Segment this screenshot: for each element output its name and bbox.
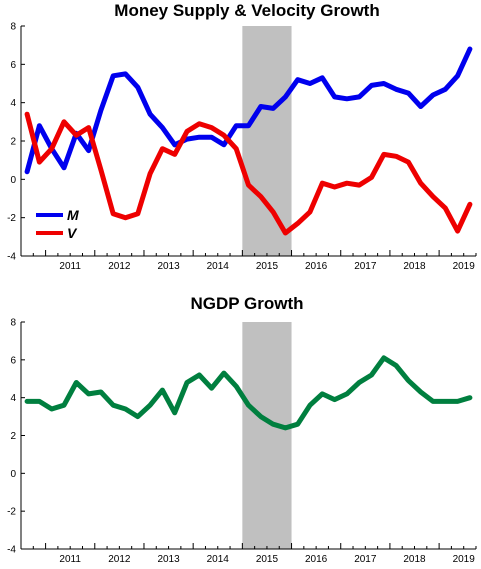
x-tick-label: 2018 bbox=[403, 261, 426, 272]
x-tick-label: 2012 bbox=[108, 261, 131, 272]
x-tick-label: 2016 bbox=[305, 261, 328, 272]
x-tick-label: 2013 bbox=[157, 554, 180, 565]
y-tick-label: 8 bbox=[10, 22, 16, 33]
shaded-region bbox=[242, 322, 292, 549]
x-tick-label: 2011 bbox=[59, 261, 81, 272]
chart-top: Money Supply & Velocity Growth -4 -2 0 2 4 6 8… bbox=[7, 1, 477, 272]
series-line-ngdp bbox=[24, 355, 473, 431]
shaded-region bbox=[242, 26, 292, 256]
y-tick-label: 6 bbox=[10, 355, 16, 366]
series-line-m bbox=[24, 46, 473, 175]
y-tick-label: 4 bbox=[10, 393, 16, 404]
x-tick-label: 2017 bbox=[354, 261, 377, 272]
y-tick-label: 6 bbox=[10, 60, 16, 71]
y-tick-label: -4 bbox=[7, 252, 16, 263]
x-tick-label: 2015 bbox=[256, 554, 279, 565]
x-tick-label: 2019 bbox=[453, 554, 476, 565]
y-tick-label: 2 bbox=[10, 431, 16, 442]
legend-label: M bbox=[67, 207, 79, 223]
chart-bottom: NGDP Growth -4 -2 0 2 4 6 8 2011 2012 2013 2014 201… bbox=[7, 294, 477, 565]
x-tick-label: 2015 bbox=[256, 261, 279, 272]
x-tick-label: 2016 bbox=[305, 554, 328, 565]
chart-title: Money Supply & Velocity Growth bbox=[114, 1, 379, 20]
y-tick-label: -4 bbox=[7, 545, 16, 556]
legend: MV bbox=[36, 207, 79, 241]
x-tick-label: 2013 bbox=[157, 261, 180, 272]
x-tick-label: 2017 bbox=[354, 554, 377, 565]
y-tick-label: 0 bbox=[10, 469, 16, 480]
chart-title: NGDP Growth bbox=[190, 294, 303, 313]
x-tick-label: 2012 bbox=[108, 554, 131, 565]
x-tick-label: 2014 bbox=[207, 261, 230, 272]
y-tick-label: 2 bbox=[10, 137, 16, 148]
y-tick-label: 0 bbox=[10, 175, 16, 186]
x-tick-label: 2018 bbox=[403, 554, 426, 565]
plot-area: -4 -2 0 2 4 6 8 2011 2012 2013 2014 2015 2016 2017 201… bbox=[7, 22, 477, 272]
y-tick-label: -2 bbox=[7, 213, 16, 224]
plot-area: -4 -2 0 2 4 6 8 2011 2012 2013 2014 2015 2016 2017 201… bbox=[7, 318, 477, 565]
y-tick-label: 8 bbox=[10, 318, 16, 329]
x-tick-label: 2014 bbox=[207, 554, 230, 565]
y-tick-label: -2 bbox=[7, 507, 16, 518]
y-tick-label: 4 bbox=[10, 98, 16, 109]
x-tick-label: 2019 bbox=[453, 261, 476, 272]
series-line-v bbox=[24, 111, 473, 236]
legend-label: V bbox=[67, 225, 78, 241]
x-tick-label: 2011 bbox=[59, 554, 81, 565]
